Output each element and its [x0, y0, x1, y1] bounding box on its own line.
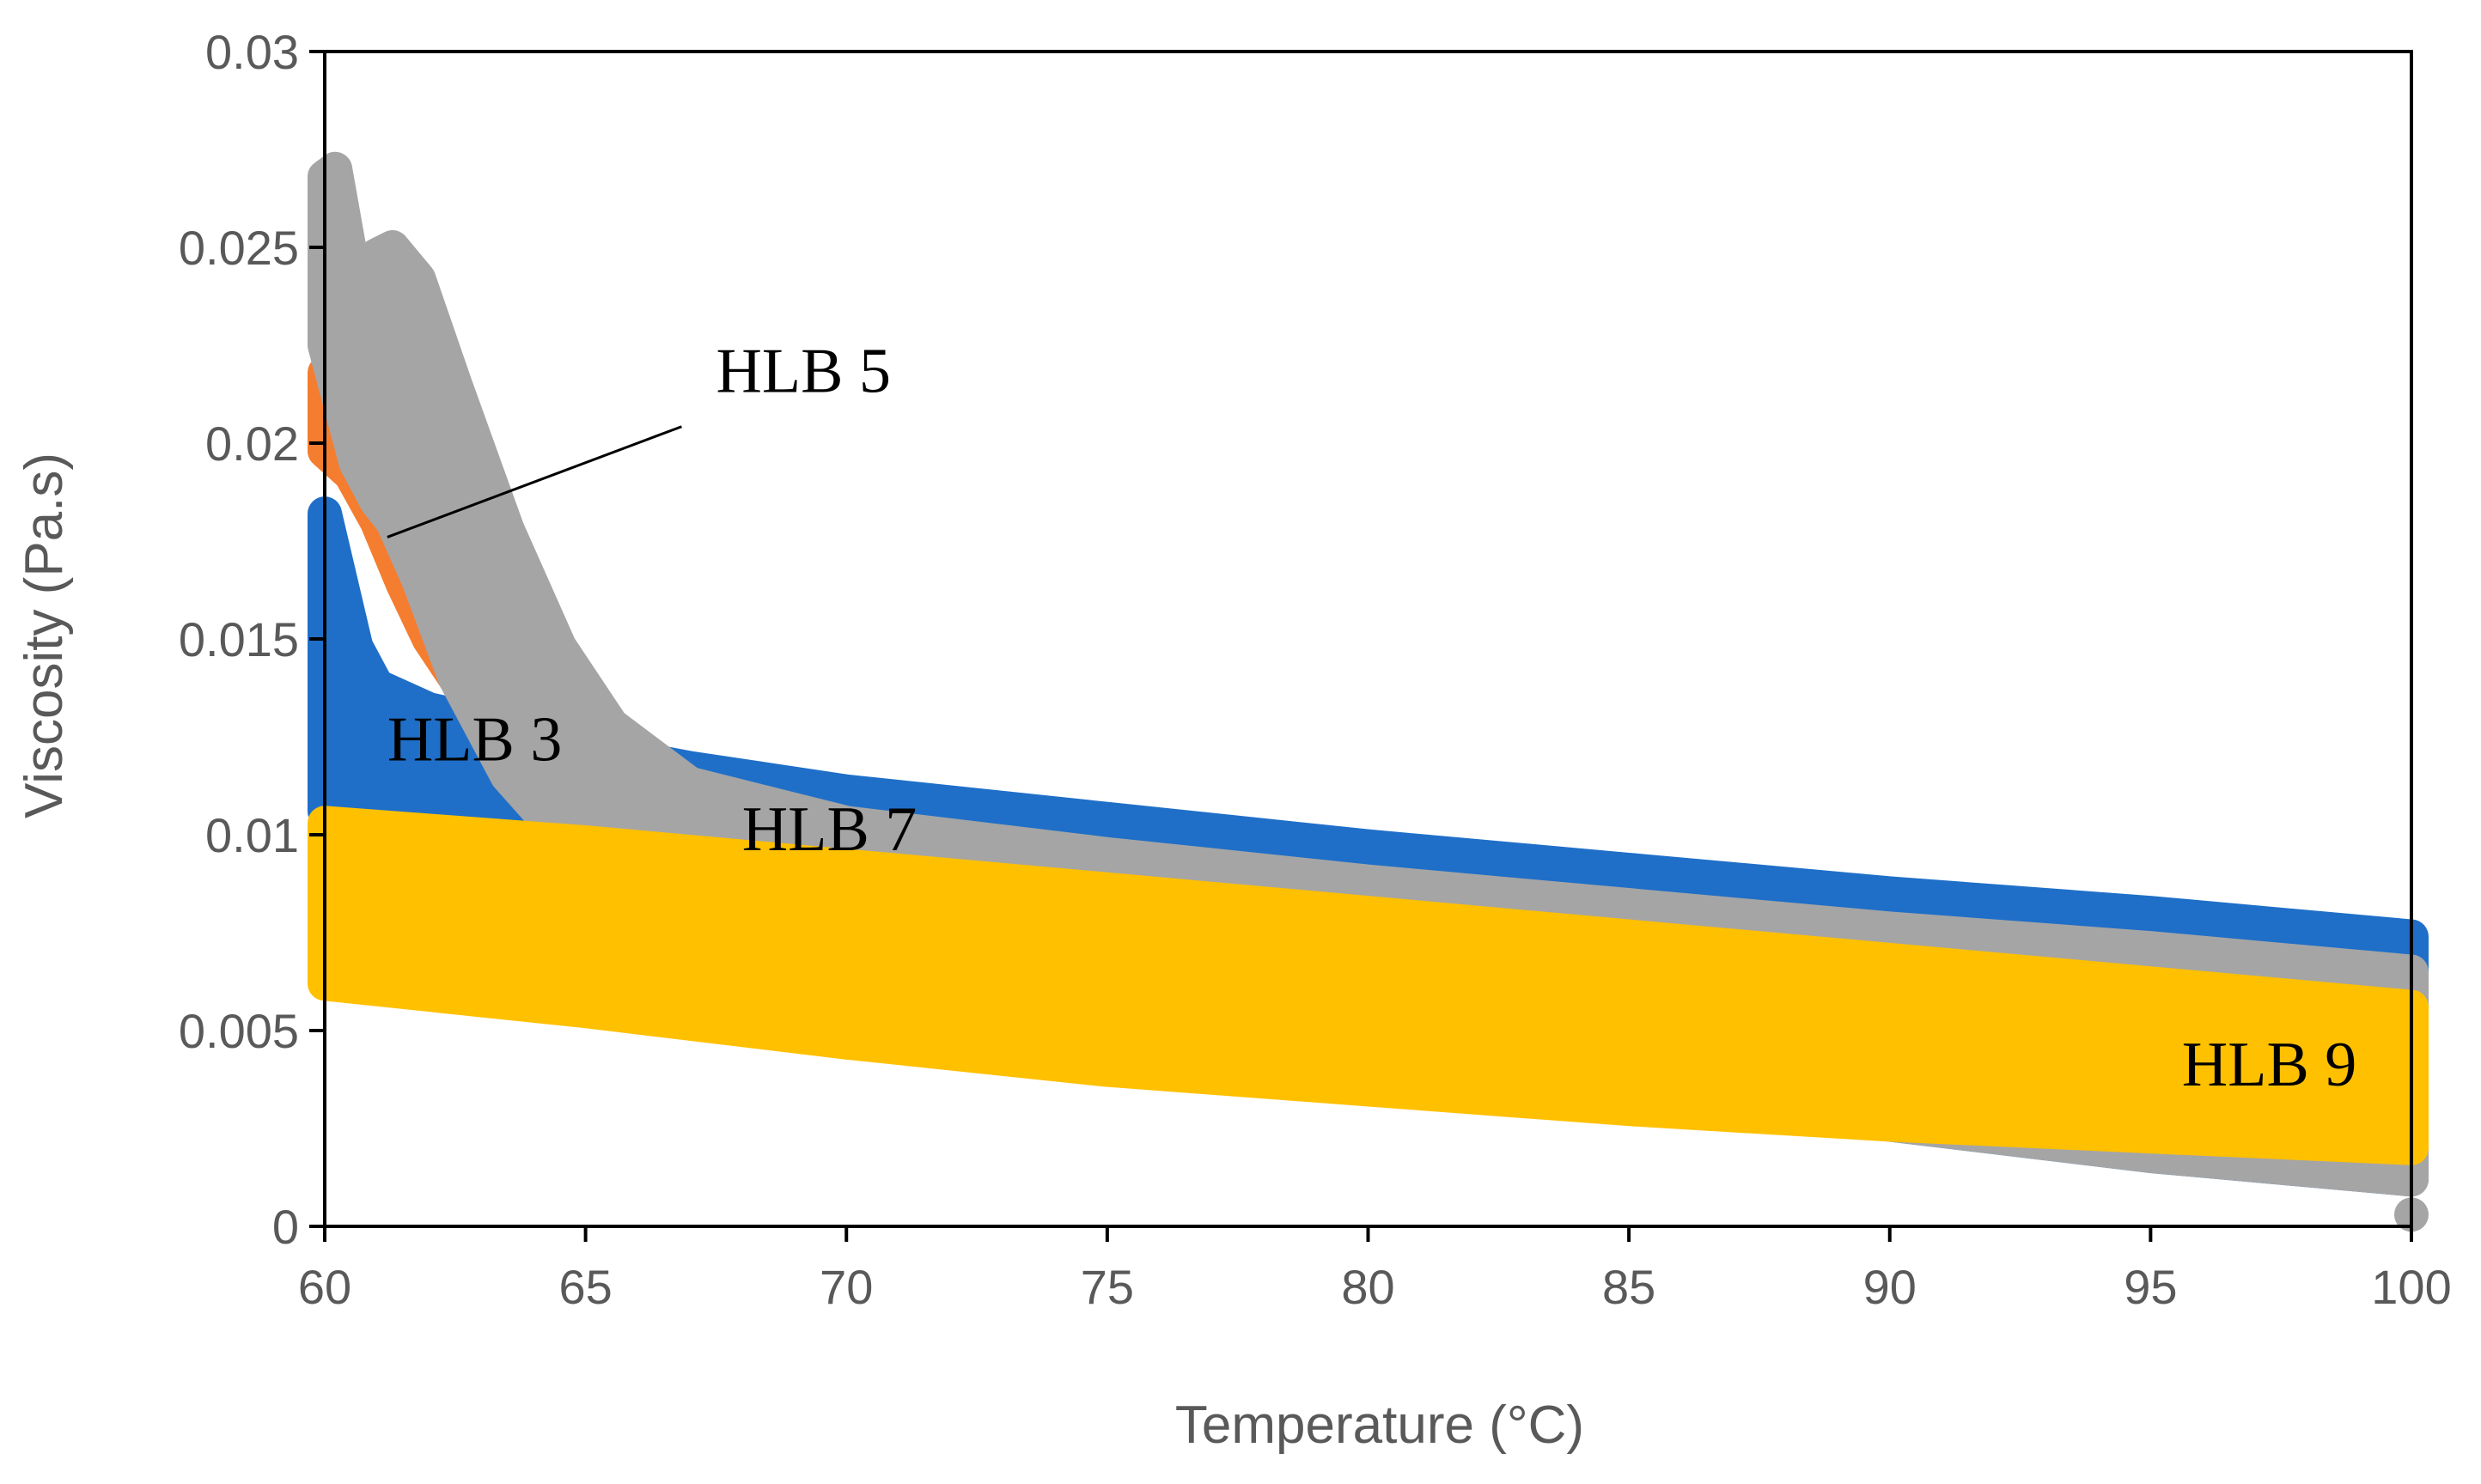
- label-hlb-3: HLB 3: [387, 704, 563, 775]
- label-hlb-9: HLB 9: [2182, 1030, 2357, 1100]
- annotations: HLB 3 HLB 5 HLB 7 HLB 9: [387, 337, 2356, 1100]
- x-tick-label: 75: [1081, 1260, 1134, 1314]
- x-tick-label: 95: [2124, 1260, 2177, 1314]
- y-tick-label: 0.025: [179, 221, 299, 275]
- y-tick-label: 0.005: [179, 1004, 299, 1058]
- y-tick-label: 0.015: [179, 612, 299, 666]
- x-tick-label: 100: [2371, 1260, 2451, 1314]
- y-axis-title: Viscosity (Pa.s): [15, 453, 74, 818]
- y-tick-label: 0.01: [205, 808, 299, 862]
- x-axis-ticks: 60 65 70 75 80 85 90 95 100: [298, 1226, 2452, 1314]
- x-axis-title: Temperature (°C): [1175, 1396, 1584, 1455]
- label-hlb-5: HLB 5: [716, 337, 891, 407]
- x-tick-label: 70: [820, 1260, 873, 1314]
- leader-line-hlb-5: [387, 425, 682, 538]
- x-tick-label: 65: [558, 1260, 612, 1314]
- x-tick-label: 60: [298, 1260, 351, 1314]
- label-hlb-7: HLB 7: [742, 794, 917, 865]
- series-layer: [308, 151, 2429, 1232]
- x-tick-label: 80: [1341, 1260, 1394, 1314]
- x-tick-label: 90: [1863, 1260, 1917, 1314]
- y-tick-label: 0: [272, 1200, 299, 1254]
- y-tick-label: 0.03: [205, 25, 299, 79]
- y-tick-label: 0.02: [205, 417, 299, 471]
- y-axis-ticks: 0 0.005 0.01 0.015 0.02 0.025 0.03: [179, 25, 325, 1254]
- x-tick-label: 85: [1602, 1260, 1655, 1314]
